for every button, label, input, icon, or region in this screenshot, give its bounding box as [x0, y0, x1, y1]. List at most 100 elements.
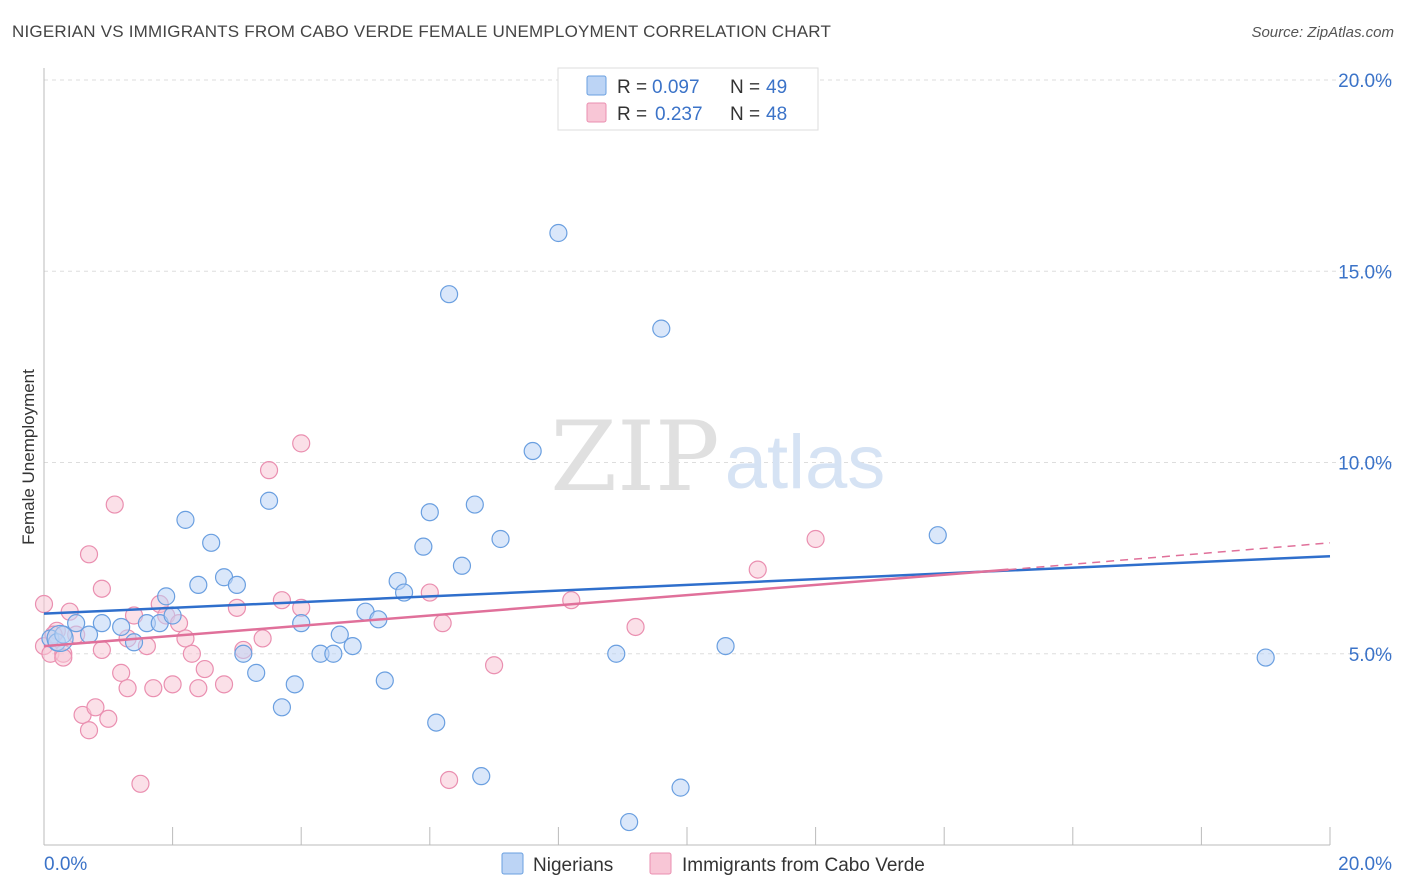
data-point-cabo-verde: [182, 644, 201, 663]
series-nigerians-points: [41, 223, 1275, 832]
data-point-nigerians: [420, 503, 439, 522]
legend-r-label: R =: [617, 77, 647, 98]
data-point-nigerians: [491, 529, 510, 549]
legend-n-label: N =: [730, 104, 760, 125]
data-point-cabo-verde: [118, 679, 137, 698]
data-point-nigerians: [652, 319, 671, 338]
data-point-nigerians: [247, 663, 266, 682]
watermark: ZIP atlas: [550, 401, 885, 513]
data-point-nigerians: [472, 767, 491, 786]
data-point-nigerians: [176, 510, 195, 529]
watermark-zip: ZIP: [550, 401, 719, 513]
data-point-nigerians: [452, 556, 472, 575]
data-point-nigerians: [330, 625, 349, 644]
data-point-cabo-verde: [439, 770, 459, 790]
bottom-legend-swatch-cabo-verde: [649, 852, 672, 875]
legend-r-value: 0.237: [655, 104, 703, 125]
y-tick-label: 15.0%: [1338, 262, 1392, 283]
tick-labels: 5.0% 10.0% 15.0% 20.0% 0.0% 20.0%: [44, 71, 1392, 875]
data-point-nigerians: [620, 812, 639, 832]
x-tick-label: 20.0%: [1338, 854, 1392, 875]
data-point-nigerians: [414, 537, 433, 556]
bottom-legend-label-cabo-verde: Immigrants from Cabo Verde: [682, 855, 925, 876]
data-point-nigerians: [112, 617, 131, 637]
data-point-nigerians: [46, 624, 74, 653]
grid-lines: [44, 79, 1392, 655]
data-point-nigerians: [324, 644, 343, 663]
y-tick-label: 10.0%: [1338, 454, 1392, 475]
data-point-cabo-verde: [34, 594, 54, 614]
data-point-nigerians: [607, 644, 626, 663]
watermark-atlas: atlas: [725, 420, 886, 505]
data-point-cabo-verde: [433, 614, 452, 633]
data-point-nigerians: [259, 491, 279, 510]
axes: [43, 68, 1331, 846]
data-point-nigerians: [285, 675, 304, 694]
data-point-cabo-verde: [272, 591, 292, 610]
data-point-nigerians: [189, 575, 208, 595]
data-point-nigerians: [272, 698, 292, 717]
data-point-nigerians: [343, 636, 362, 656]
data-point-nigerians: [465, 495, 484, 514]
data-point-nigerians: [92, 614, 111, 633]
y-tick-label: 5.0%: [1349, 645, 1392, 666]
data-point-cabo-verde: [420, 583, 439, 602]
data-point-nigerians: [427, 713, 446, 732]
legend-n-value: 49: [766, 77, 787, 98]
data-point-cabo-verde: [176, 629, 195, 648]
x-tick-label: 0.0%: [44, 854, 87, 875]
bottom-legend-label-nigerians: Nigerians: [533, 855, 613, 876]
series-cabo-verde-points: [34, 434, 825, 793]
data-point-nigerians: [671, 778, 690, 797]
data-point-nigerians: [124, 633, 144, 652]
data-point-cabo-verde: [163, 675, 182, 694]
data-point-cabo-verde: [626, 617, 645, 637]
data-point-nigerians: [227, 575, 246, 595]
data-point-nigerians: [716, 636, 735, 656]
data-point-nigerians: [375, 671, 394, 690]
data-point-nigerians: [549, 223, 568, 243]
y-tick-label: 20.0%: [1338, 71, 1392, 92]
trend-line-cabo-verde-extension: [1008, 542, 1331, 571]
data-point-cabo-verde: [112, 663, 131, 682]
data-point-nigerians: [202, 533, 221, 552]
trend-lines: [43, 542, 1331, 648]
data-point-cabo-verde: [54, 648, 73, 667]
data-point-cabo-verde: [92, 640, 111, 660]
bottom-legend: Nigerians Immigrants from Cabo Verde: [501, 852, 925, 876]
data-point-nigerians: [157, 587, 176, 606]
legend-r-label: R =: [617, 104, 647, 125]
legend-n-value: 48: [766, 104, 787, 125]
data-point-cabo-verde: [144, 679, 163, 698]
legend-swatch-cabo-verde: [586, 102, 607, 123]
data-point-cabo-verde: [99, 709, 118, 728]
data-point-cabo-verde: [105, 495, 124, 514]
data-point-cabo-verde: [195, 659, 214, 679]
trend-line-nigerians: [43, 554, 1331, 615]
data-point-cabo-verde: [86, 698, 105, 717]
data-point-cabo-verde: [79, 721, 99, 740]
data-point-nigerians: [523, 441, 542, 461]
data-point-cabo-verde: [292, 434, 311, 453]
data-point-cabo-verde: [748, 560, 767, 579]
source-label: Source: ZipAtlas.com: [1251, 24, 1394, 41]
legend-r-value: 0.097: [652, 77, 700, 98]
bottom-legend-swatch-nigerians: [501, 852, 524, 875]
data-point-cabo-verde: [79, 545, 99, 564]
data-point-nigerians: [1256, 648, 1275, 667]
data-point-nigerians: [163, 606, 182, 625]
legend: R = 0.097 N = 49 R = 0.237 N = 48: [557, 67, 819, 131]
data-point-nigerians: [292, 614, 311, 633]
legend-n-label: N =: [730, 77, 760, 98]
data-point-cabo-verde: [253, 629, 272, 648]
data-point-cabo-verde: [562, 591, 581, 610]
data-point-cabo-verde: [227, 598, 246, 617]
trend-line-cabo-verde: [43, 568, 1009, 648]
data-point-cabo-verde: [131, 774, 150, 793]
data-point-nigerians: [439, 285, 459, 304]
data-point-cabo-verde: [485, 656, 504, 675]
data-point-cabo-verde: [214, 675, 234, 694]
y-axis-label: Female Unemployment: [19, 369, 38, 545]
data-point-cabo-verde: [806, 529, 825, 549]
